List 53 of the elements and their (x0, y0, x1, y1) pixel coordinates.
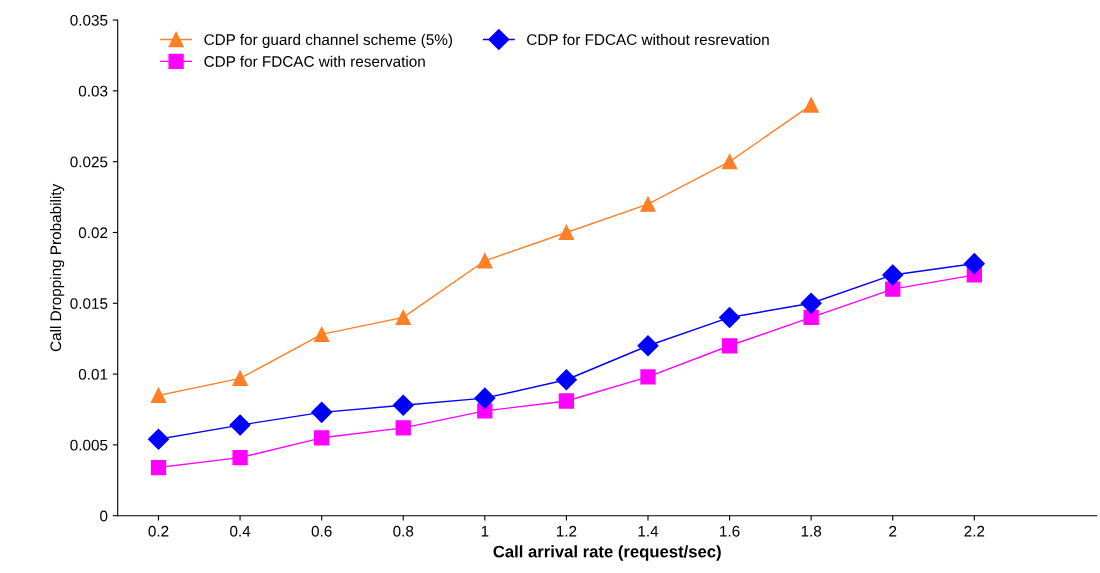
point (637, 335, 659, 357)
legend-label: CDP for FDCAC without resrevation (527, 33, 769, 46)
x-tick-label: 0.8 (393, 525, 414, 537)
x-tick-label: 1.2 (556, 525, 577, 537)
point (640, 369, 656, 385)
legend-label: CDP for FDCAC with reservation (204, 55, 425, 67)
point (229, 414, 251, 436)
x-axis-title: Call arrival rate (request/sec) (493, 545, 721, 561)
point (640, 196, 656, 212)
y-tick-label: 0.025 (70, 156, 108, 168)
point (963, 253, 985, 275)
point (314, 326, 330, 343)
point (150, 387, 167, 403)
x-tick-label: 0.6 (311, 525, 332, 537)
point (882, 264, 904, 286)
x-tick-label: 1.6 (720, 525, 740, 537)
point (474, 387, 496, 409)
point (555, 369, 577, 391)
point (395, 309, 411, 326)
point (232, 370, 248, 386)
x-tick-label: 2 (889, 525, 897, 537)
point (150, 459, 167, 476)
y-tick-label: 0.01 (78, 368, 108, 380)
y-tick-label: 0 (100, 510, 108, 522)
legend-label: CDP for guard channel scheme (5%) (204, 33, 453, 49)
point (885, 281, 901, 297)
x-tick-label: 1.4 (638, 525, 659, 537)
point (721, 154, 738, 170)
point (558, 224, 575, 241)
point (314, 430, 330, 446)
x-tick-label: 1 (481, 525, 489, 537)
point (800, 292, 822, 314)
x-tick-label: 2.2 (964, 525, 985, 537)
point (803, 97, 819, 113)
point (719, 306, 741, 328)
y-tick-label: 0.03 (78, 85, 108, 97)
x-tick-label: 1.8 (801, 525, 822, 537)
y-tick-label: 0.02 (78, 227, 108, 239)
y-axis-title: Call Dropping Probability (49, 183, 65, 352)
point (803, 309, 819, 326)
y-tick-label: 0.035 (70, 14, 108, 26)
point (395, 420, 411, 436)
point (721, 338, 738, 354)
point (558, 393, 575, 409)
x-tick-label: 0.4 (230, 525, 251, 537)
y-tick-label: 0.005 (70, 439, 108, 451)
y-tick-label: 0.015 (70, 298, 108, 309)
x-tick-label: 0.2 (148, 525, 169, 537)
point (232, 449, 248, 466)
point (147, 428, 170, 450)
point (311, 401, 333, 423)
point (477, 253, 493, 269)
point (392, 394, 414, 416)
